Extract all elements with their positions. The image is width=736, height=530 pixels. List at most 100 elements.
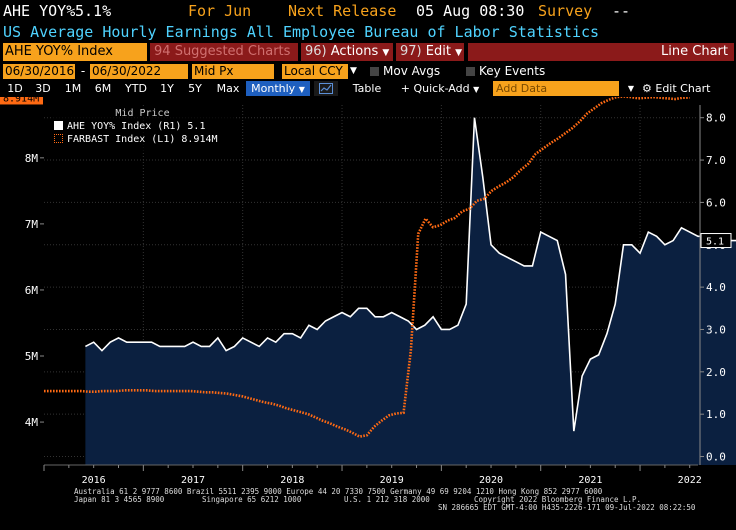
security-input[interactable]: AHE YOY% Index — [3, 43, 147, 61]
legend-series-1-label: AHE YOY% Index (R1) 5.1 — [67, 121, 206, 132]
footer-copyright: Copyright 2022 Bloomberg Finance L.P. — [474, 495, 642, 504]
period-max[interactable]: Max — [216, 82, 240, 95]
period-5y[interactable]: 5Y — [188, 82, 202, 95]
chart-type-label: Line Chart — [468, 43, 734, 61]
survey-label: Survey — [538, 2, 593, 20]
chevron-down-icon: ▼ — [473, 85, 480, 94]
footer-japan: Japan 81 3 4565 8900 — [74, 495, 165, 504]
quick-add-button[interactable]: + Quick-Add ▼ — [394, 81, 486, 96]
x-tick-label: 2019 — [380, 475, 404, 486]
left-tick-label: 6M — [25, 284, 39, 297]
suggested-label: Suggested Charts — [174, 44, 291, 59]
chart-legend[interactable]: Mid Price AHE YOY% Index (R1) 5.1 FARBAS… — [51, 107, 234, 153]
legend-swatch-white — [54, 121, 63, 130]
checkbox-icon — [466, 67, 475, 76]
ticker-value: 5.1% — [75, 2, 112, 20]
left-tick-label: 7M — [25, 218, 39, 231]
x-tick-label: 2022 — [678, 475, 702, 486]
legend-swatch-orange — [54, 134, 63, 143]
next-release-label: Next Release — [288, 2, 397, 20]
checkbox-icon — [370, 67, 379, 76]
key-events-label: Key Events — [479, 64, 546, 78]
right-tick-label: 1.0 — [706, 408, 726, 421]
footer-contacts-1: Australia 61 2 9777 8600 Brazil 5511 239… — [74, 487, 603, 496]
right-last-value: 5.1 — [706, 237, 724, 248]
legend-series-1: AHE YOY% Index (R1) 5.1 — [51, 120, 234, 133]
ahe-yoy-area — [85, 117, 736, 465]
end-date-input[interactable]: 06/30/2022 — [90, 64, 188, 79]
right-tick-label: 4.0 — [706, 281, 726, 294]
for-period: For Jun — [188, 2, 252, 20]
x-tick-label: 2016 — [82, 475, 106, 486]
right-tick-label: 3.0 — [706, 323, 726, 336]
start-date-input[interactable]: 06/30/2016 — [3, 64, 75, 79]
left-last-value: 8.914M — [3, 97, 39, 104]
table-button[interactable]: Table — [352, 82, 382, 95]
x-tick-label: 2017 — [181, 475, 205, 486]
period-3d[interactable]: 3D — [35, 82, 51, 95]
chevron-down-icon[interactable]: ▼ — [627, 84, 635, 93]
security-description: US Average Hourly Earnings All Employee … — [3, 23, 600, 41]
quick-add-label: + Quick-Add — [400, 82, 470, 95]
ticker-label: AHE YOY% — [3, 2, 76, 20]
right-tick-label: 8.0 — [706, 112, 726, 125]
next-release-date: 05 Aug 08:30 — [416, 2, 525, 20]
price-field-select[interactable]: Mid Px — [192, 64, 274, 79]
right-tick-label: 7.0 — [706, 154, 726, 167]
frequency-label: Monthly — [251, 82, 296, 95]
key-events-checkbox[interactable]: Key Events — [466, 64, 545, 79]
mov-avgs-checkbox[interactable]: Mov Avgs — [370, 64, 440, 79]
period-1y[interactable]: 1Y — [160, 82, 174, 95]
period-ytd[interactable]: YTD — [125, 82, 147, 95]
period-1d[interactable]: 1D — [7, 82, 23, 95]
suggested-num: 94 — [154, 44, 171, 59]
x-axis: 2016 2017 2018 2019 2020 2021 2022 — [43, 464, 702, 486]
right-tick-label: 0.0 — [706, 451, 726, 464]
legend-series-2-label: FARBAST Index (L1) 8.914M — [67, 134, 218, 145]
period-6m[interactable]: 6M — [94, 82, 112, 95]
x-tick-label: 2021 — [578, 475, 602, 486]
security-header: AHE YOY% 5.1% For Jun Next Release 05 Au… — [0, 0, 736, 22]
footer: Australia 61 2 9777 8600 Brazil 5511 239… — [0, 486, 736, 530]
add-data-input[interactable]: Add Data — [493, 81, 619, 96]
farbast-line — [44, 95, 690, 438]
edit-chart-label: Edit Chart — [655, 82, 711, 95]
period-bar: 1D 3D 1M 6M YTD 1Y 5Y Max Monthly ▼ Tabl… — [0, 80, 736, 97]
left-tick-label: 8M — [25, 152, 39, 165]
chevron-down-icon: ▼ — [455, 48, 463, 58]
right-last-value-box — [700, 233, 732, 249]
period-1m[interactable]: 1M — [64, 82, 82, 95]
x-tick-label: 2018 — [280, 475, 304, 486]
edit-chart-button[interactable]: ⚙ Edit Chart — [642, 81, 734, 96]
edit-label: Edit — [425, 44, 451, 59]
currency-select[interactable]: Local CCY — [282, 64, 348, 79]
left-axis: 4M 5M 6M 7M 8M — [25, 152, 44, 429]
line-chart-icon[interactable] — [314, 81, 338, 96]
actions-label: Actions — [330, 44, 379, 59]
actions-num: 96) — [305, 44, 327, 59]
suggested-charts-button[interactable]: 94 Suggested Charts — [150, 43, 298, 61]
gear-icon: ⚙ — [642, 82, 652, 95]
mov-avgs-label: Mov Avgs — [383, 64, 441, 78]
survey-value: -- — [612, 2, 631, 20]
frequency-select[interactable]: Monthly ▼ — [246, 81, 310, 96]
right-tick-label: 6.0 — [706, 196, 726, 209]
date-separator: - — [80, 64, 86, 78]
chevron-down-icon[interactable]: ▼ — [350, 66, 357, 76]
left-tick-label: 4M — [25, 416, 39, 429]
actions-menu-button[interactable]: 96) Actions ▼ — [301, 43, 393, 61]
edit-menu-button[interactable]: 97) Edit ▼ — [396, 43, 464, 61]
chevron-down-icon: ▼ — [298, 85, 305, 94]
legend-series-2: FARBAST Index (L1) 8.914M — [51, 133, 234, 146]
right-tick-label: 2.0 — [706, 366, 726, 379]
footer-singapore: Singapore 65 6212 1000 — [202, 495, 302, 504]
chevron-down-icon: ▼ — [382, 48, 390, 58]
footer-us: U.S. 1 212 318 2000 — [344, 495, 430, 504]
edit-num: 97) — [400, 44, 422, 59]
toolbar: AHE YOY% Index 94 Suggested Charts 96) A… — [0, 42, 736, 62]
settings-bar: 06/30/2016 - 06/30/2022 Mid Px Local CCY… — [0, 63, 736, 80]
legend-title: Mid Price — [115, 108, 170, 119]
left-tick-label: 5M — [25, 350, 39, 363]
